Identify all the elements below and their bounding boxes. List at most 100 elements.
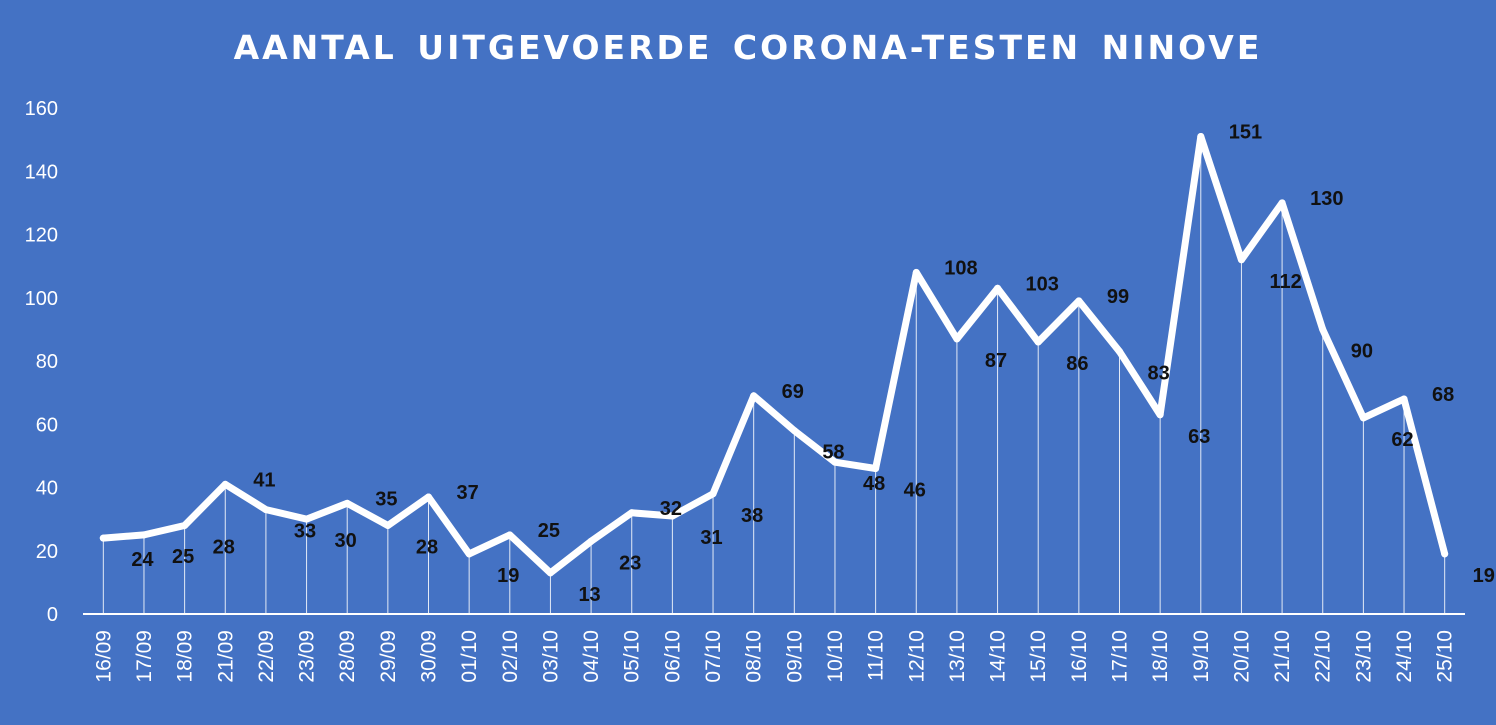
data-point [384,521,392,529]
data-label: 23 [619,552,641,574]
y-tick-label: 140 [25,161,58,183]
x-tick-label: 16/09 [92,630,115,683]
data-label: 19 [1473,565,1495,587]
data-label: 69 [782,381,804,403]
data-label: 25 [172,546,194,568]
x-tick-label: 19/10 [1190,630,1213,683]
x-tick-label: 30/09 [418,630,441,683]
data-point [1359,414,1367,422]
x-tick-label: 18/10 [1149,630,1172,683]
data-label: 83 [1148,363,1170,385]
y-tick-label: 20 [36,541,58,563]
data-label: 19 [497,565,519,587]
x-tick-label: 07/10 [702,630,725,683]
data-label: 90 [1351,340,1373,362]
data-label: 86 [1066,353,1088,375]
data-point [1237,256,1245,264]
data-point [750,392,758,400]
data-label: 48 [863,473,885,495]
data-label: 58 [822,442,844,464]
data-label: 24 [131,549,154,571]
x-tick-label: 18/09 [174,630,197,683]
data-label: 41 [253,469,275,491]
y-tick-label: 0 [47,604,58,626]
x-tick-label: 08/10 [743,630,766,683]
data-label: 31 [700,527,722,549]
data-point [303,515,311,523]
x-tick-label: 20/10 [1230,630,1253,683]
x-tick-label: 21/09 [214,630,237,683]
data-point [181,521,189,529]
x-tick-label: 05/10 [621,630,644,683]
x-tick-label: 29/09 [377,630,400,683]
x-tick-label: 16/10 [1068,630,1091,683]
data-label: 130 [1310,188,1343,210]
data-point [953,335,961,343]
data-point [912,268,920,276]
data-point [1075,297,1083,305]
y-tick-label: 120 [25,225,58,247]
x-tick-label: 23/09 [296,630,319,683]
data-point [1197,132,1205,140]
data-point [262,506,270,514]
x-tick-label: 13/10 [946,630,969,683]
data-label: 37 [457,482,479,504]
data-label: 68 [1432,384,1454,406]
x-tick-label: 10/10 [824,630,847,683]
data-label: 28 [416,536,438,558]
data-label: 46 [904,480,926,502]
data-point [1156,411,1164,419]
x-tick-label: 14/10 [987,630,1010,683]
x-tick-label: 01/10 [458,630,481,683]
x-tick-label: 21/10 [1271,630,1294,683]
x-tick-label: 15/10 [1027,630,1050,683]
data-point [668,512,676,520]
data-label: 87 [985,350,1007,372]
data-label: 63 [1188,426,1210,448]
data-point [587,537,595,545]
data-point [425,493,432,501]
x-tick-label: 25/10 [1434,630,1457,683]
data-label: 99 [1107,286,1129,308]
y-tick-label: 100 [25,288,58,310]
x-tick-label: 23/10 [1352,630,1375,683]
data-label: 28 [213,536,235,558]
data-label: 35 [375,488,397,510]
x-tick-label: 04/10 [580,630,603,683]
data-label: 38 [741,505,763,527]
data-point [99,534,107,542]
data-point [628,509,636,517]
data-label: 25 [538,520,560,542]
data-label: 30 [335,530,357,552]
x-tick-label: 02/10 [499,630,522,683]
data-label: 108 [944,257,977,279]
data-point [506,531,514,539]
y-tick-label: 160 [25,98,58,120]
data-point [872,465,880,473]
data-point [831,458,839,466]
data-point [1441,550,1449,558]
data-point [994,284,1002,292]
data-label: 33 [294,521,316,543]
x-tick-label: 03/10 [539,630,562,683]
data-point [140,531,148,539]
x-tick-label: 12/10 [905,630,928,683]
data-label: 112 [1269,271,1301,293]
data-label: 103 [1026,273,1059,295]
data-point [709,490,717,498]
y-tick-label: 40 [36,478,58,500]
x-tick-label: 17/09 [133,630,156,683]
y-tick-label: 60 [36,414,58,436]
x-tick-label: 22/10 [1312,630,1335,683]
x-tick-label: 11/10 [865,630,888,681]
data-point [790,427,798,435]
data-point [1278,199,1286,207]
data-point [1319,325,1327,333]
data-point [343,499,351,507]
x-tick-label: 28/09 [336,630,359,683]
chart-title: AANTAL UITGEVOERDE CORONA-TESTEN NINOVE [233,28,1263,67]
series-line [99,133,1449,577]
data-point [546,569,554,577]
